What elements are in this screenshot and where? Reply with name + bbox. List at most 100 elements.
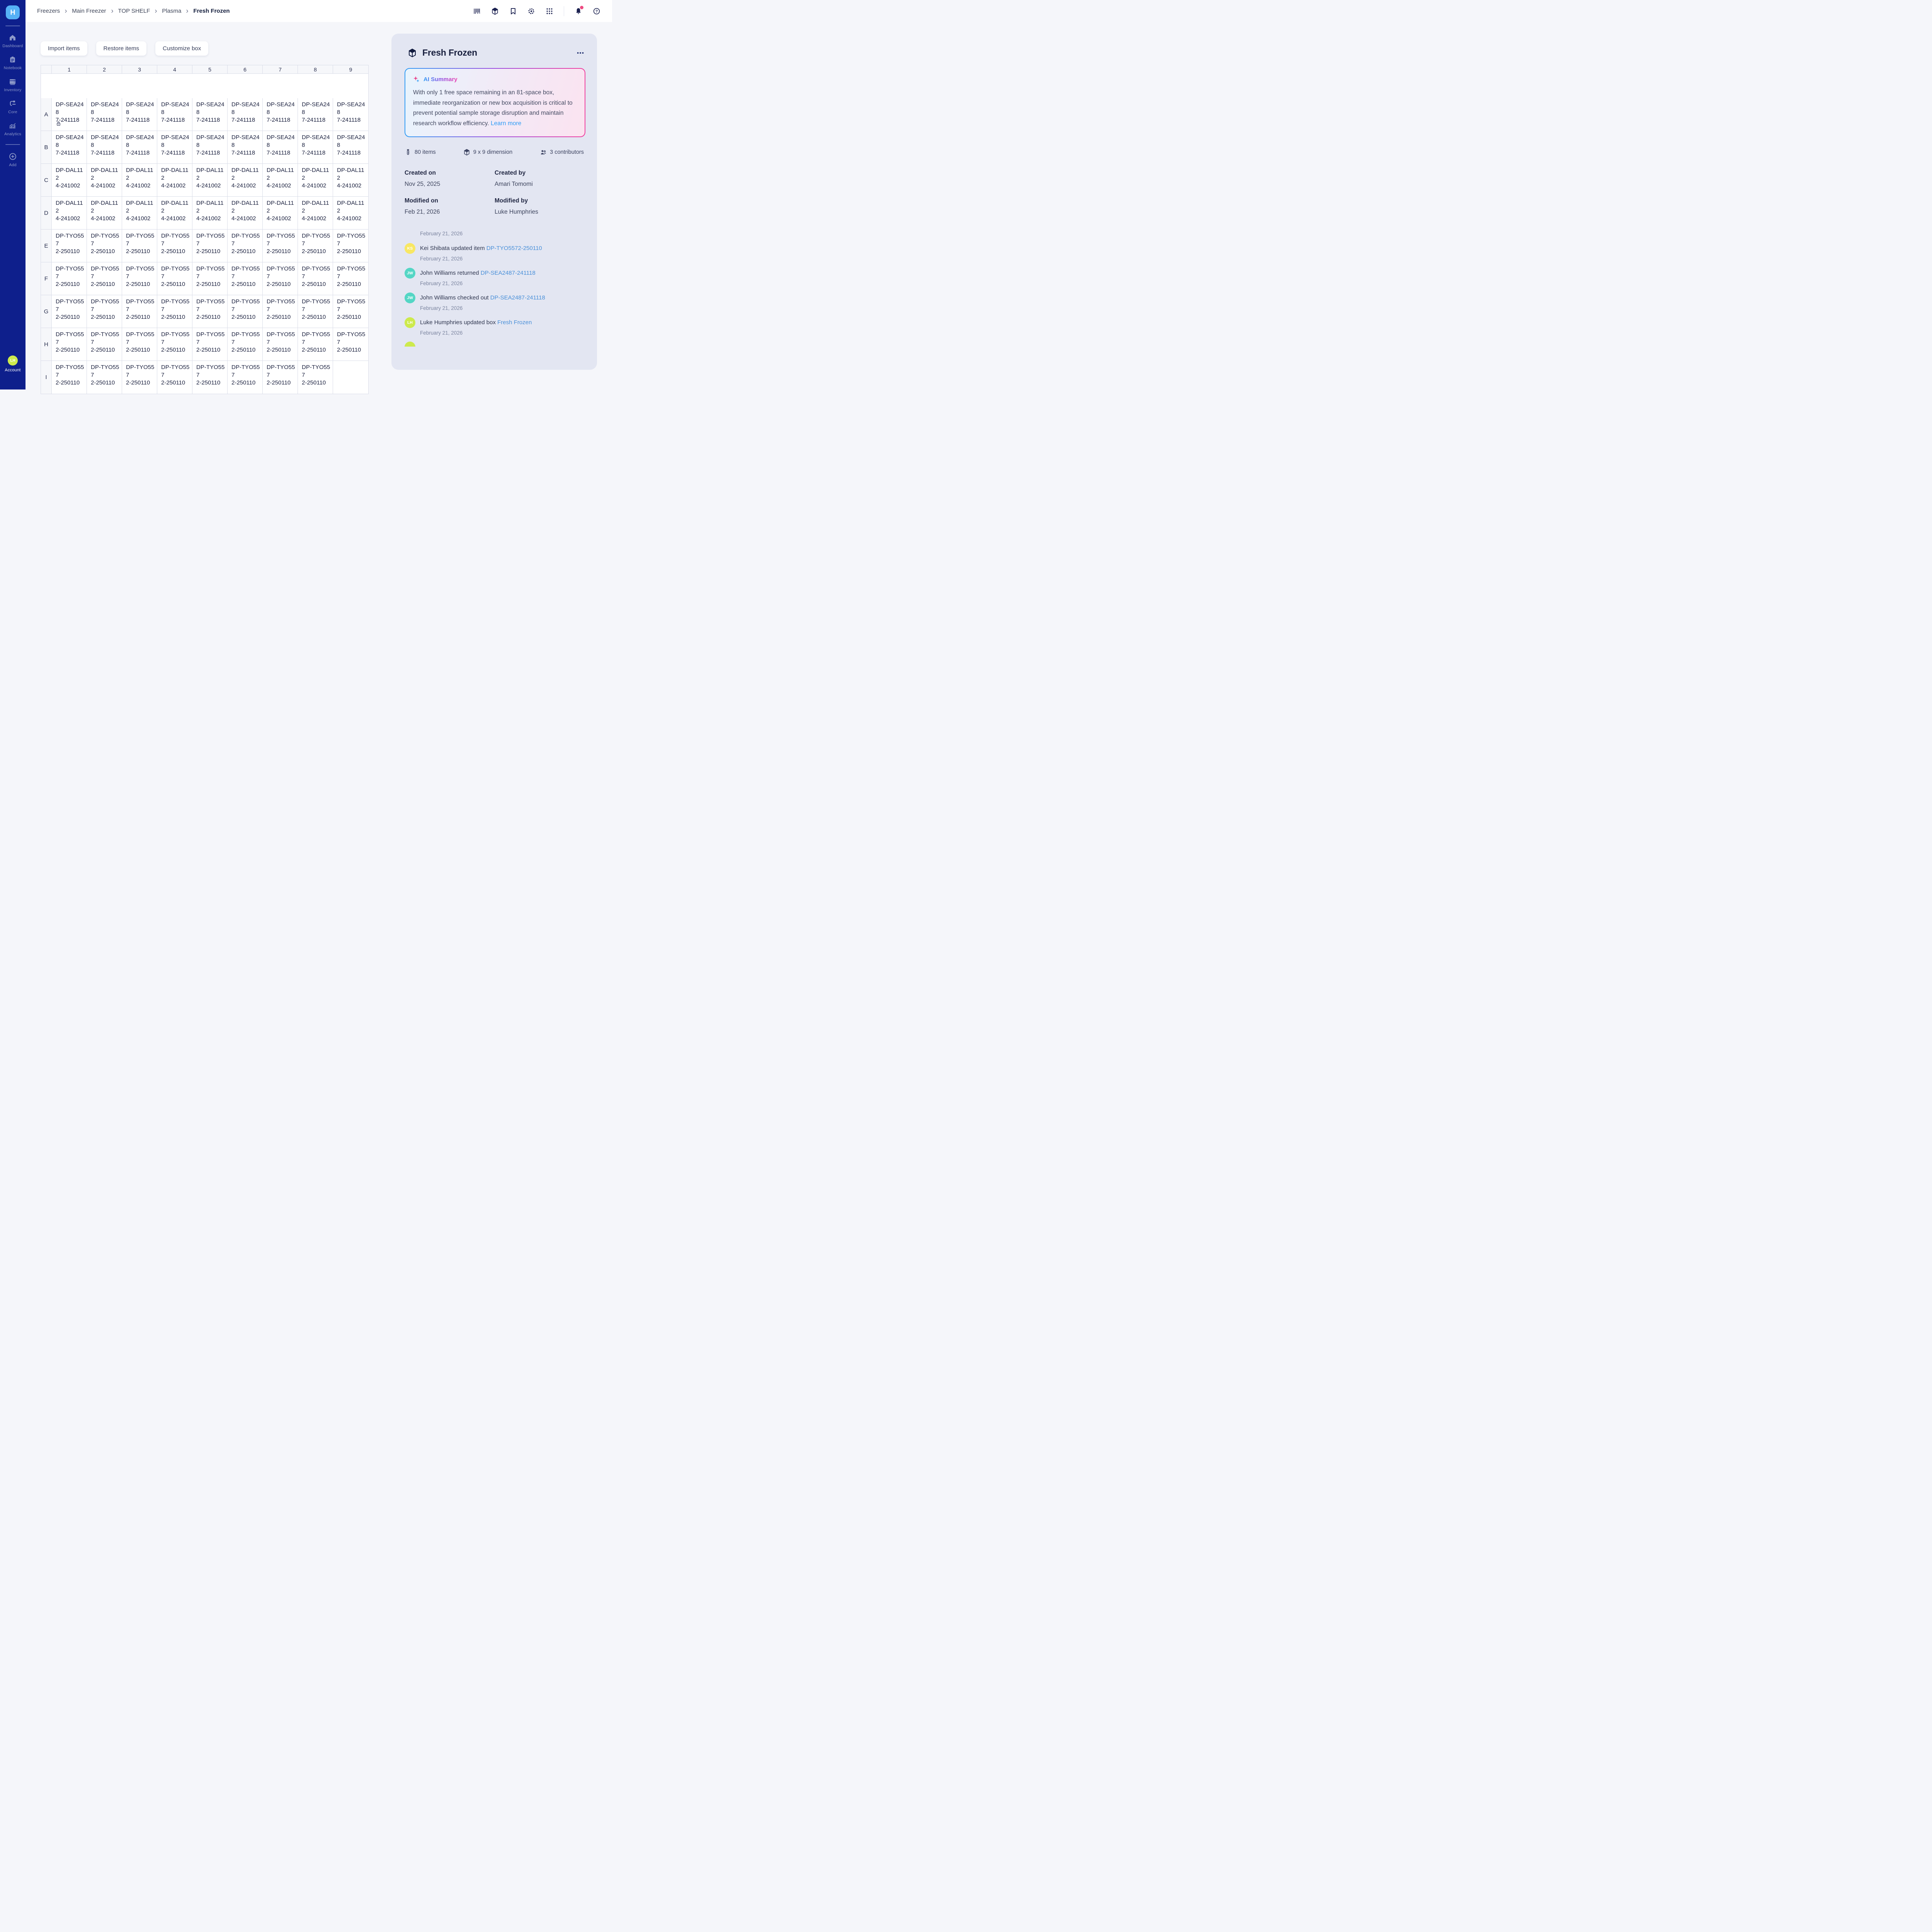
- grid-cell-G6[interactable]: DP-TYO557 2-250110: [228, 295, 263, 328]
- grid-cell-F5[interactable]: DP-TYO557 2-250110: [192, 262, 228, 295]
- grid-cell-D9[interactable]: DP-DAL112 4-241002: [333, 197, 368, 230]
- grid-cell-C5[interactable]: DP-DAL112 4-241002: [192, 164, 228, 197]
- bell-button[interactable]: [575, 5, 583, 15]
- grid-cell-C6[interactable]: DP-DAL112 4-241002: [228, 164, 263, 197]
- grid-cell-A5[interactable]: DP-SEA248 7-241118: [192, 98, 228, 131]
- grid-cell-I3[interactable]: DP-TYO557 2-250110: [122, 361, 157, 394]
- grid-cell-H2[interactable]: DP-TYO557 2-250110: [87, 328, 122, 361]
- grid-cell-E2[interactable]: DP-TYO557 2-250110: [87, 230, 122, 262]
- grid-cell-B8[interactable]: DP-SEA248 7-241118: [298, 131, 333, 164]
- grid-cell-E3[interactable]: DP-TYO557 2-250110: [122, 230, 157, 262]
- grid-cell-D6[interactable]: DP-DAL112 4-241002: [228, 197, 263, 230]
- grid-cell-F9[interactable]: DP-TYO557 2-250110: [333, 262, 368, 295]
- grid-cell-E7[interactable]: DP-TYO557 2-250110: [263, 230, 298, 262]
- grid-cell-I6[interactable]: DP-TYO557 2-250110: [228, 361, 263, 394]
- grid-cell-D4[interactable]: DP-DAL112 4-241002: [157, 197, 192, 230]
- grid-cell-B2[interactable]: DP-SEA248 7-241118: [87, 131, 122, 164]
- grid-cell-C7[interactable]: DP-DAL112 4-241002: [263, 164, 298, 197]
- grid-cell-G4[interactable]: DP-TYO557 2-250110: [157, 295, 192, 328]
- grid-cell-E6[interactable]: DP-TYO557 2-250110: [228, 230, 263, 262]
- grid-cell-G2[interactable]: DP-TYO557 2-250110: [87, 295, 122, 328]
- grid-cell-D5[interactable]: DP-DAL112 4-241002: [192, 197, 228, 230]
- import-items-button[interactable]: Import items: [41, 41, 87, 56]
- grid-cell-A7[interactable]: DP-SEA248 7-241118: [263, 98, 298, 131]
- grid-cell-I4[interactable]: DP-TYO557 2-250110: [157, 361, 192, 394]
- sidebar-item-core[interactable]: Core: [2, 96, 23, 118]
- grid-cell-D8[interactable]: DP-DAL112 4-241002: [298, 197, 333, 230]
- grid-cell-I2[interactable]: DP-TYO557 2-250110: [87, 361, 122, 394]
- grid-cell-H7[interactable]: DP-TYO557 2-250110: [263, 328, 298, 361]
- help-button[interactable]: ?: [593, 7, 600, 15]
- app-logo[interactable]: H: [6, 5, 20, 19]
- grid-cell-I7[interactable]: DP-TYO557 2-250110: [263, 361, 298, 394]
- grid-cell-E9[interactable]: DP-TYO557 2-250110: [333, 230, 368, 262]
- grid-cell-H1[interactable]: DP-TYO557 2-250110: [52, 328, 87, 361]
- activity-item-link[interactable]: Fresh Frozen: [497, 319, 532, 326]
- grid-cell-A9[interactable]: DP-SEA248 7-241118: [333, 98, 368, 131]
- barcode-button[interactable]: [473, 7, 481, 15]
- grid-cell-A1[interactable]: DP-SEA248 7-241118: [52, 98, 87, 131]
- activity-item-link[interactable]: DP-TYO5572-250110: [486, 245, 542, 252]
- grid-cell-G3[interactable]: DP-TYO557 2-250110: [122, 295, 157, 328]
- more-options-button[interactable]: [576, 49, 585, 57]
- grid-cell-B3[interactable]: DP-SEA248 7-241118: [122, 131, 157, 164]
- grid-cell-H6[interactable]: DP-TYO557 2-250110: [228, 328, 263, 361]
- grid-cell-I8[interactable]: DP-TYO557 2-250110: [298, 361, 333, 394]
- grid-cell-H8[interactable]: DP-TYO557 2-250110: [298, 328, 333, 361]
- grid-cell-E5[interactable]: DP-TYO557 2-250110: [192, 230, 228, 262]
- grid-cell-D1[interactable]: DP-DAL112 4-241002: [52, 197, 87, 230]
- grid-cell-A3[interactable]: DP-SEA248 7-241118: [122, 98, 157, 131]
- grid-cell-G5[interactable]: DP-TYO557 2-250110: [192, 295, 228, 328]
- sidebar-account[interactable]: LH Account: [0, 355, 26, 372]
- grid-cell-B1[interactable]: DP-SEA248 7-241118: [52, 131, 87, 164]
- breadcrumb-item-plasma[interactable]: Plasma: [162, 8, 182, 14]
- grid-cell-I1[interactable]: DP-TYO557 2-250110: [52, 361, 87, 394]
- grid-cell-A4[interactable]: DP-SEA248 7-241118: [157, 98, 192, 131]
- grid-cell-C9[interactable]: DP-DAL112 4-241002: [333, 164, 368, 197]
- cube-button[interactable]: [491, 7, 499, 15]
- learn-more-link[interactable]: Learn more: [491, 120, 522, 127]
- grid-cell-C3[interactable]: DP-DAL112 4-241002: [122, 164, 157, 197]
- grid-cell-H3[interactable]: DP-TYO557 2-250110: [122, 328, 157, 361]
- grid-cell-H5[interactable]: DP-TYO557 2-250110: [192, 328, 228, 361]
- grid-cell-E4[interactable]: DP-TYO557 2-250110: [157, 230, 192, 262]
- grid-cell-A6[interactable]: DP-SEA248 7-241118: [228, 98, 263, 131]
- grid-cell-C4[interactable]: DP-DAL112 4-241002: [157, 164, 192, 197]
- sidebar-item-dashboard[interactable]: Dashboard: [2, 30, 23, 52]
- gear-button[interactable]: [527, 7, 535, 15]
- breadcrumb-item-main-freezer[interactable]: Main Freezer: [72, 8, 106, 14]
- grid-cell-F1[interactable]: DP-TYO557 2-250110: [52, 262, 87, 295]
- grid-cell-F8[interactable]: DP-TYO557 2-250110: [298, 262, 333, 295]
- breadcrumb-item-freezers[interactable]: Freezers: [37, 8, 60, 14]
- activity-item-link[interactable]: DP-SEA2487-241118: [490, 294, 545, 301]
- grid-cell-F6[interactable]: DP-TYO557 2-250110: [228, 262, 263, 295]
- grid-cell-B4[interactable]: DP-SEA248 7-241118: [157, 131, 192, 164]
- grid-cell-G1[interactable]: DP-TYO557 2-250110: [52, 295, 87, 328]
- grid-cell-F7[interactable]: DP-TYO557 2-250110: [263, 262, 298, 295]
- grid-cell-H9[interactable]: DP-TYO557 2-250110: [333, 328, 368, 361]
- sidebar-item-notebook[interactable]: Notebook: [2, 52, 23, 74]
- sidebar-item-analytics[interactable]: Analytics: [2, 118, 23, 140]
- grid-cell-B6[interactable]: DP-SEA248 7-241118: [228, 131, 263, 164]
- grid-cell-D3[interactable]: DP-DAL112 4-241002: [122, 197, 157, 230]
- grid-cell-D7[interactable]: DP-DAL112 4-241002: [263, 197, 298, 230]
- grid-cell-B5[interactable]: DP-SEA248 7-241118: [192, 131, 228, 164]
- apps-grid-button[interactable]: [546, 7, 553, 15]
- grid-cell-G8[interactable]: DP-TYO557 2-250110: [298, 295, 333, 328]
- customize-box-button[interactable]: Customize box: [155, 41, 209, 56]
- grid-cell-C1[interactable]: DP-DAL112 4-241002: [52, 164, 87, 197]
- grid-cell-A8[interactable]: DP-SEA248 7-241118: [298, 98, 333, 131]
- grid-cell-B7[interactable]: DP-SEA248 7-241118: [263, 131, 298, 164]
- breadcrumb-item-top-shelf[interactable]: TOP SHELF: [118, 8, 150, 14]
- grid-cell-F2[interactable]: DP-TYO557 2-250110: [87, 262, 122, 295]
- grid-cell-I9[interactable]: [333, 361, 368, 394]
- grid-cell-B9[interactable]: DP-SEA248 7-241118: [333, 131, 368, 164]
- sidebar-item-add[interactable]: Add: [0, 149, 26, 171]
- grid-cell-E8[interactable]: DP-TYO557 2-250110: [298, 230, 333, 262]
- grid-cell-A2[interactable]: DP-SEA248 7-241118: [87, 98, 122, 131]
- grid-cell-G9[interactable]: DP-TYO557 2-250110: [333, 295, 368, 328]
- grid-cell-H4[interactable]: DP-TYO557 2-250110: [157, 328, 192, 361]
- grid-cell-F3[interactable]: DP-TYO557 2-250110: [122, 262, 157, 295]
- restore-items-button[interactable]: Restore items: [96, 41, 147, 56]
- grid-cell-D2[interactable]: DP-DAL112 4-241002: [87, 197, 122, 230]
